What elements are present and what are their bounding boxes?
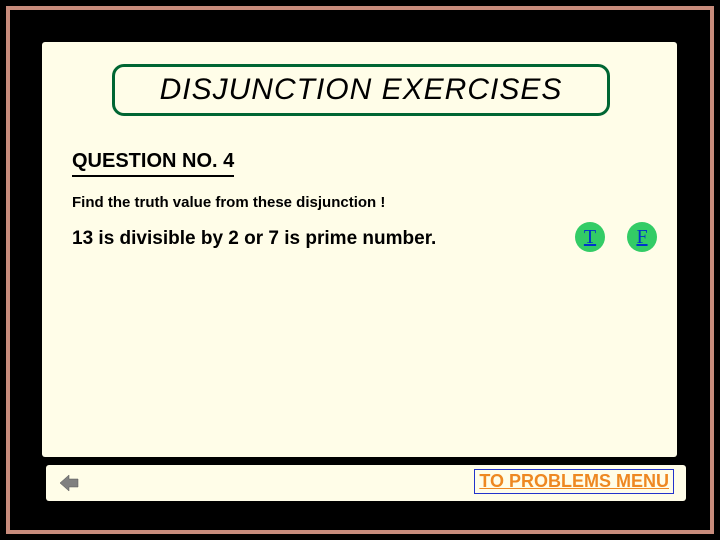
content-card: DISJUNCTION EXERCISES QUESTION NO. 4 Fin…: [42, 42, 677, 457]
question-statement: 13 is divisible by 2 or 7 is prime numbe…: [72, 228, 436, 250]
back-arrow-icon[interactable]: [58, 473, 80, 493]
false-label: F: [636, 226, 647, 249]
footer-bar: TO PROBLEMS MENU: [46, 465, 686, 501]
title-text: DISJUNCTION EXERCISES: [160, 73, 563, 107]
true-button[interactable]: T: [575, 222, 605, 252]
problems-menu-link[interactable]: TO PROBLEMS MENU: [474, 469, 674, 494]
title-box: DISJUNCTION EXERCISES: [112, 64, 610, 116]
instruction-text: Find the truth value from these disjunct…: [72, 194, 385, 211]
question-number: QUESTION NO. 4: [72, 150, 234, 177]
true-label: T: [584, 226, 596, 249]
false-button[interactable]: F: [627, 222, 657, 252]
slide-frame: DISJUNCTION EXERCISES QUESTION NO. 4 Fin…: [6, 6, 714, 534]
